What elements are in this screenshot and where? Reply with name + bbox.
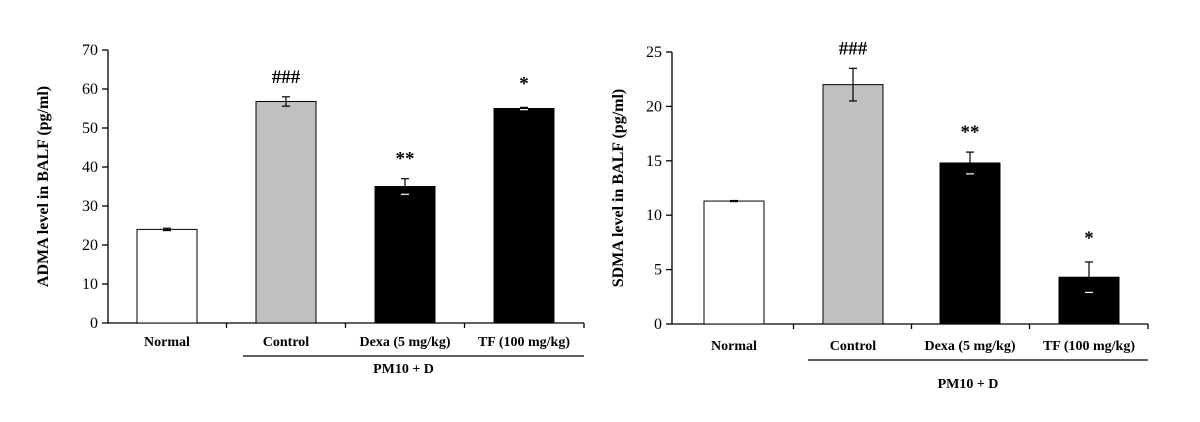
significance-marker: ** (961, 122, 980, 143)
bar (493, 108, 555, 324)
bar (136, 228, 198, 324)
significance-marker: ** (396, 149, 415, 170)
bar (703, 200, 765, 325)
y-tick-label: 10 (646, 207, 662, 224)
category-label: Normal (711, 339, 757, 354)
category-label: TF (100 mg/kg) (1043, 339, 1135, 354)
adma-chart: 0 10 20 30 40 50 60 70 ADMA level in BALF (pg/ml… (35, 42, 585, 377)
significance-marker: ### (272, 67, 301, 88)
y-tick-label: 0 (654, 316, 662, 333)
y-axis-label: ADMA level in BALF (pg/ml) (35, 86, 52, 287)
significance-marker: * (1084, 228, 1094, 249)
bar (939, 162, 1001, 325)
y-tick-label: 20 (646, 98, 662, 115)
y-tick-label: 40 (82, 159, 98, 176)
y-tick-label: 15 (646, 153, 662, 170)
sdma-chart: 0 5 10 15 20 25 SDMA level in BALF (pg/ml) Norm… (610, 38, 1149, 392)
category-label: Dexa (5 mg/kg) (360, 335, 451, 350)
y-tick-label: 20 (82, 237, 98, 254)
category-label: Dexa (5 mg/kg) (925, 339, 1016, 354)
y-axis-label: SDMA level in BALF (pg/ml) (610, 89, 627, 288)
y-tick-label: 70 (82, 42, 98, 59)
y-tick-label: 50 (82, 120, 98, 137)
bar (822, 84, 884, 325)
category-label: TF (100 mg/kg) (478, 335, 570, 350)
category-label: Normal (144, 335, 190, 350)
y-tick-label: 60 (82, 81, 98, 98)
y-tick-label: 10 (82, 276, 98, 293)
bar (374, 186, 436, 324)
group-label: PM10 + D (373, 362, 434, 377)
group-label: PM10 + D (938, 377, 999, 392)
y-tick-label: 30 (82, 198, 98, 215)
y-tick-label: 25 (646, 44, 662, 61)
y-tick-label: 0 (90, 315, 98, 332)
category-label: Control (263, 335, 310, 350)
significance-marker: ### (839, 38, 868, 59)
category-label: Control (830, 339, 877, 354)
bar (255, 100, 317, 324)
y-tick-label: 5 (654, 262, 662, 279)
significance-marker: * (519, 73, 529, 94)
